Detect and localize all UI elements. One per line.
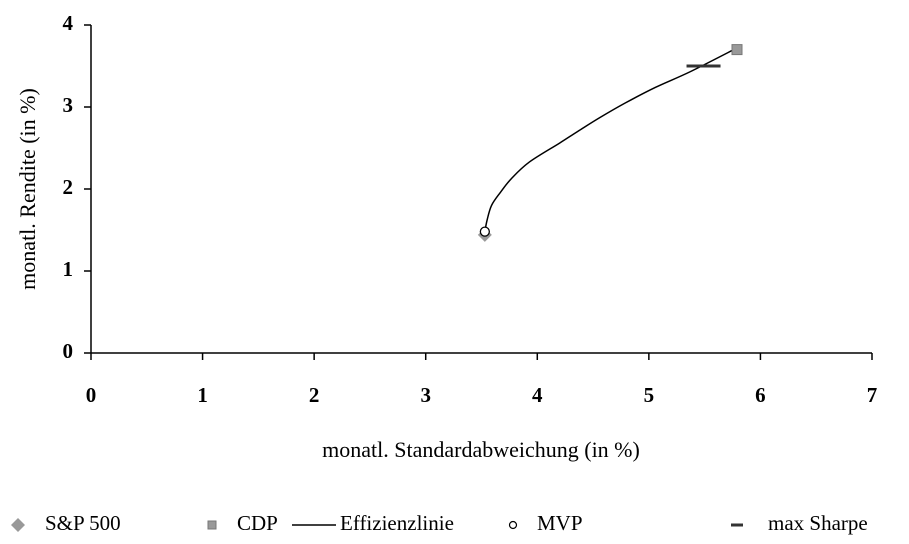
- y-tick-label: 3: [63, 93, 74, 117]
- y-tick-label: 2: [63, 175, 74, 199]
- legend-label: max Sharpe: [768, 511, 868, 535]
- x-tick-label: 2: [309, 383, 320, 407]
- x-axis-label: monatl. Standardabweichung (in %): [322, 437, 640, 462]
- x-tick-label: 4: [532, 383, 543, 407]
- legend-label: CDP: [237, 511, 278, 535]
- x-tick-label: 1: [197, 383, 208, 407]
- y-tick-label: 0: [63, 339, 74, 363]
- x-tick-label: 3: [420, 383, 431, 407]
- frontier-line: [484, 47, 738, 232]
- y-axis-label: monatl. Rendite (in %): [15, 88, 40, 290]
- legend-label: MVP: [537, 511, 583, 535]
- point: [731, 44, 743, 56]
- y-tick-label: 1: [63, 257, 74, 281]
- x-tick-label: 5: [644, 383, 655, 407]
- point: [479, 226, 490, 237]
- y-tick-label: 4: [63, 11, 74, 35]
- legend-swatch: [11, 518, 25, 532]
- legend-label: Effizienzlinie: [340, 511, 454, 535]
- x-tick-label: 6: [755, 383, 766, 407]
- legend-label: S&P 500: [45, 511, 121, 535]
- legend-swatch: [508, 520, 518, 530]
- x-tick-label: 0: [86, 383, 97, 407]
- x-tick-label: 7: [867, 383, 878, 407]
- legend-swatch: [207, 520, 217, 530]
